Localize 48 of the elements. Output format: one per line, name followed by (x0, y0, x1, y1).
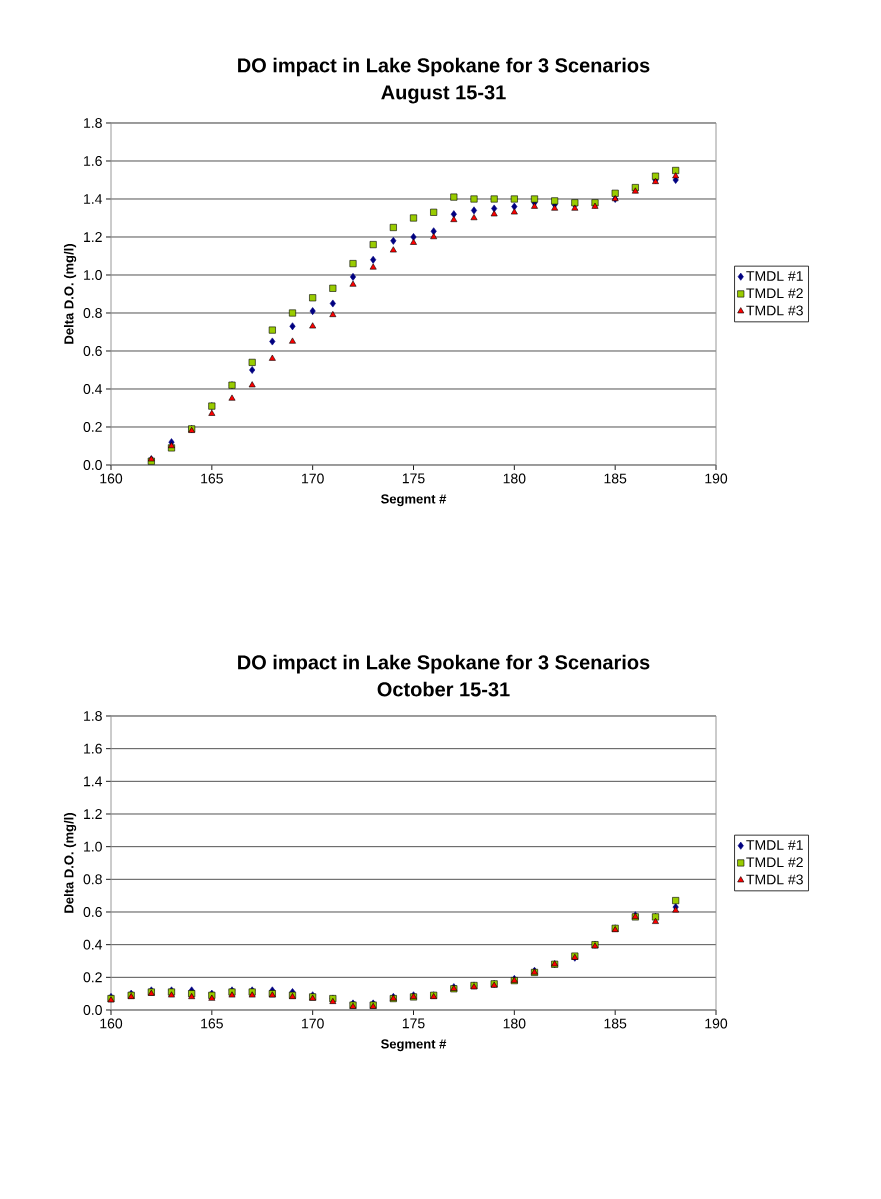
x-tick-label: 180 (503, 1018, 526, 1029)
legend-label: TMDL #2 (746, 857, 803, 868)
y-tick-label: 0.8 (83, 874, 102, 885)
x-tick-label: 185 (604, 473, 627, 484)
y-tick-label: 0.2 (83, 422, 102, 432)
y-tick-label: 1.4 (84, 194, 103, 204)
y-tick-label: 0.4 (83, 384, 103, 394)
x-tick-label: 165 (201, 473, 223, 484)
x-tick-label: 175 (402, 1018, 425, 1029)
chart-title: DO impact in Lake Spokane for 3 Scenarios (238, 654, 650, 674)
y-tick-label: 1.0 (84, 841, 102, 852)
x-tick-label: 170 (302, 1018, 324, 1029)
x-axis-title: Segment # (381, 494, 447, 507)
y-tick-label: 0.4 (83, 939, 103, 950)
x-tick-label: 160 (100, 1018, 123, 1029)
legend-label: TMDL #3 (746, 874, 803, 885)
x-tick-label: 185 (604, 1018, 627, 1029)
x-tick-label: 165 (201, 1018, 223, 1029)
x-tick-label: 160 (100, 473, 123, 484)
legend-label: TMDL #3 (746, 305, 803, 316)
legend-label: TMDL #2 (746, 288, 803, 299)
y-tick-label: 1.0 (84, 270, 102, 280)
y-tick-label: 1.8 (84, 711, 102, 721)
y-tick-label: 1.2 (84, 232, 102, 242)
chart-subtitle: October 15-31 (377, 681, 510, 697)
x-tick-label: 170 (302, 473, 324, 484)
y-tick-label: 1.6 (84, 743, 102, 754)
legend-label: TMDL #1 (746, 840, 803, 850)
chart-title: DO impact in Lake Spokane for 3 Scenarios (238, 57, 650, 77)
y-tick-label: 0.0 (83, 460, 102, 470)
legend-label: TMDL #1 (746, 271, 803, 281)
y-tick-label: 0.6 (83, 907, 102, 917)
chart-subtitle: August 15-31 (381, 85, 506, 104)
x-tick-label: 190 (705, 1018, 728, 1029)
y-tick-label: 0.8 (83, 308, 102, 318)
y-tick-label: 1.6 (84, 156, 102, 166)
x-axis-title: Segment # (381, 1039, 447, 1052)
y-tick-label: 0.6 (83, 346, 102, 356)
y-axis-title: Delta D.O. (mg/l) (63, 244, 77, 344)
x-tick-label: 175 (402, 473, 425, 484)
y-tick-label: 1.4 (84, 776, 103, 787)
y-tick-label: 1.2 (84, 809, 102, 819)
x-tick-label: 180 (503, 473, 526, 484)
y-axis-title: Delta D.O. (mg/l) (63, 813, 77, 913)
y-tick-label: 0.0 (83, 1005, 102, 1015)
y-tick-label: 1.8 (84, 118, 102, 128)
y-tick-label: 0.2 (83, 972, 102, 983)
x-tick-label: 190 (705, 473, 728, 484)
